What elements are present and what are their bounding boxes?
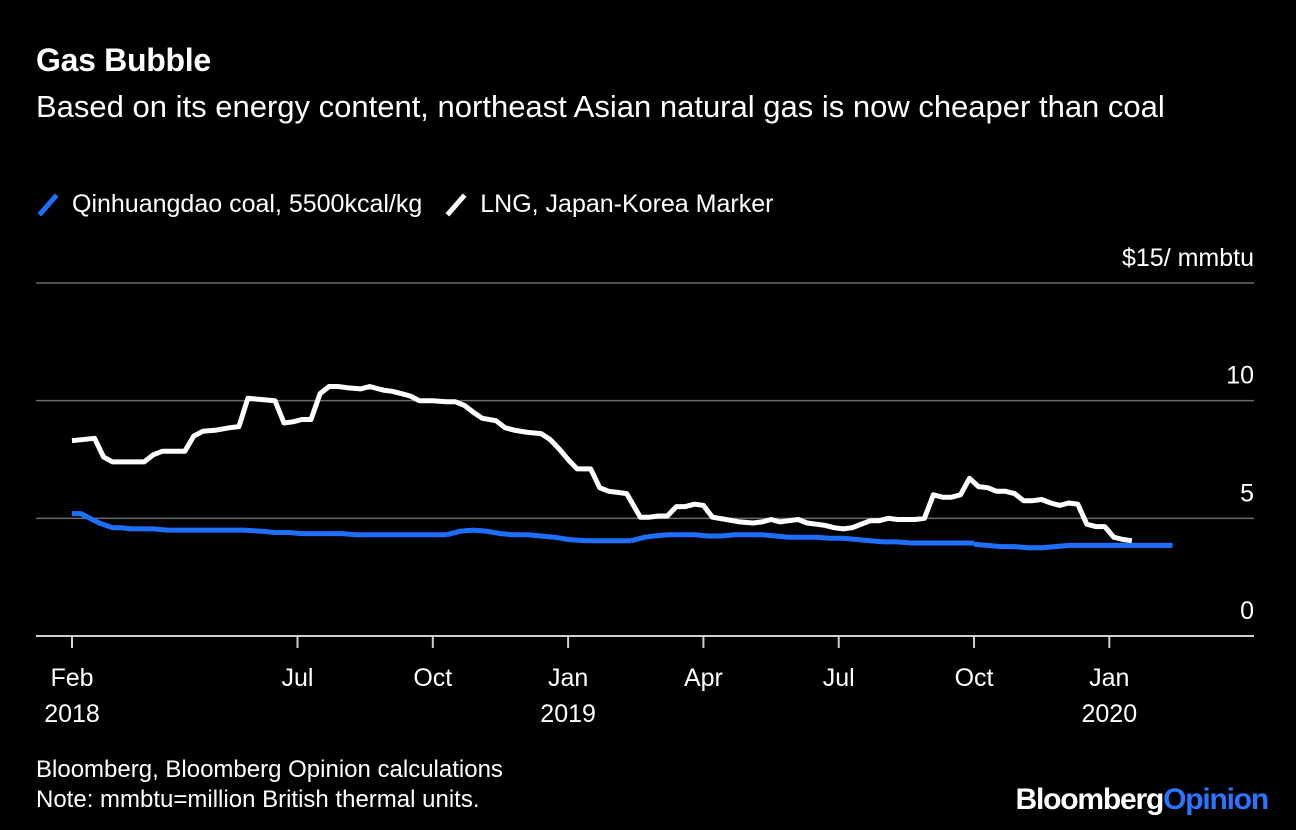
series-lines <box>71 384 1173 551</box>
x-tick-label-month: Apr <box>684 664 723 692</box>
y-tick-label-15: $15/ mmbtu <box>1122 244 1254 272</box>
x-tick-label-month: Jul <box>823 664 855 692</box>
x-tick-label-year: 2018 <box>44 700 100 728</box>
y-tick-label-10: 10 <box>1226 362 1254 390</box>
x-tick-label-month: Jul <box>282 664 314 692</box>
series-line-coal-segment-1 <box>445 527 632 544</box>
x-axis: Feb 2018 Jul Oct Jan 2019 Apr Jul Oct Jan 2020 <box>44 636 1137 728</box>
x-tick-label-year: 2020 <box>1082 700 1138 728</box>
x-tick-label-month: Feb <box>50 664 93 692</box>
footer: Bloomberg, Bloomberg Opinion calculation… <box>36 755 503 815</box>
gridlines <box>36 282 1254 637</box>
chart-title: Gas Bubble <box>36 42 211 78</box>
x-tick-label-month: Jan <box>548 664 588 692</box>
y-tick-label-0: 0 <box>1240 597 1254 625</box>
series-line-coal-segment-0 <box>72 511 447 538</box>
bloomberg-opinion-logo: BloombergOpinion <box>1015 783 1270 817</box>
logo-part-opinion: Opinion <box>1163 783 1269 816</box>
x-tick-label-month: Oct <box>413 664 452 692</box>
x-tick-label-month: Jan <box>1089 664 1129 692</box>
footnote: Note: mmbtu=million British thermal unit… <box>36 786 480 813</box>
legend-item-coal: Qinhuangdao coal, 5500kcal/kg <box>36 190 422 219</box>
legend-label-lng: LNG, Japan-Korea Marker <box>480 190 774 218</box>
y-tick-label-5: 5 <box>1240 479 1254 507</box>
legend-item-lng: LNG, Japan-Korea Marker <box>444 190 773 219</box>
legend-label-coal: Qinhuangdao coal, 5500kcal/kg <box>72 190 423 218</box>
y-axis-labels: $15/ mmbtu 10 5 0 <box>1122 244 1254 625</box>
chart-subtitle: Based on its energy content, northeast A… <box>36 89 1165 124</box>
legend: Qinhuangdao coal, 5500kcal/kg LNG, Japan… <box>36 190 795 219</box>
logo-part-bloomberg: Bloomberg <box>1015 783 1165 816</box>
series-line-coal-segment-2 <box>630 532 974 546</box>
x-tick-label-year: 2019 <box>540 700 596 728</box>
legend-swatch-coal <box>37 192 59 217</box>
series-line-lng-segment-0 <box>71 384 1133 544</box>
x-tick-label-month: Oct <box>955 664 994 692</box>
legend-swatch-lng <box>445 192 467 217</box>
series-line-coal-segment-3 <box>973 541 1173 551</box>
source-note: Bloomberg, Bloomberg Opinion calculation… <box>36 756 503 783</box>
